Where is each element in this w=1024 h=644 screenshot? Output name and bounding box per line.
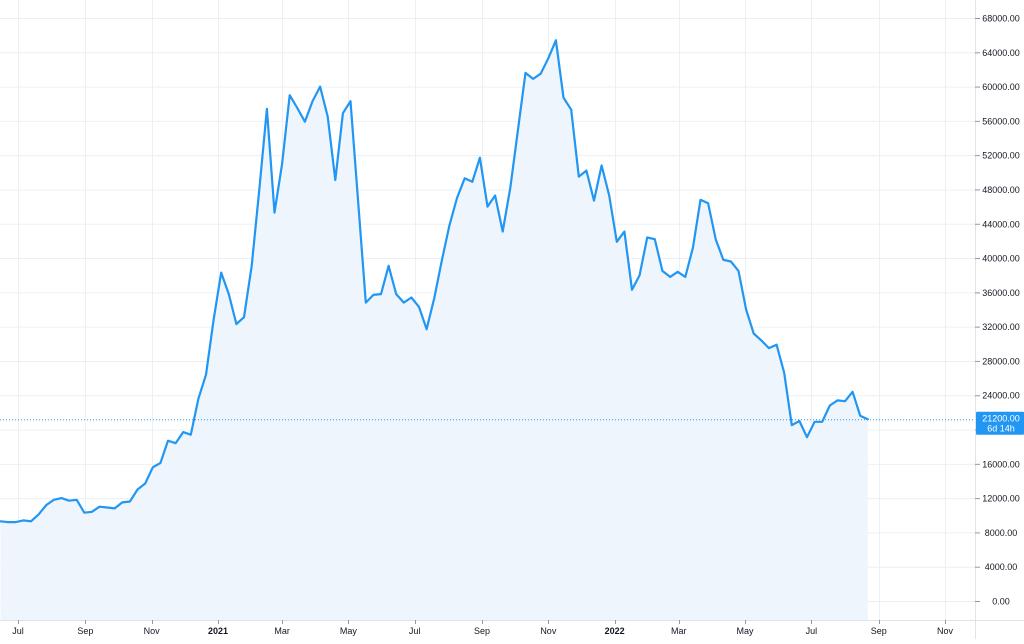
last-price-tag: [976, 411, 1024, 435]
price-tick-label: 44000.00: [982, 219, 1020, 229]
price-tick-label: 48000.00: [982, 185, 1020, 195]
price-tick-label: 0.00: [992, 597, 1010, 607]
price-tick-label: 12000.00: [982, 494, 1020, 504]
price-tick-label: 68000.00: [982, 14, 1020, 24]
series-area: [0, 40, 868, 621]
time-tick-label: Mar: [671, 626, 687, 636]
series-line: [0, 39, 869, 524]
time-tick-label: Jul: [12, 626, 24, 636]
price-tick-label: 32000.00: [982, 322, 1020, 332]
time-tick-label: Mar: [274, 626, 290, 636]
time-tick-label: Nov: [540, 626, 557, 636]
time-tick-label: Jul: [409, 626, 421, 636]
price-tick-label: 4000.00: [985, 562, 1018, 572]
price-tick-label: 8000.00: [985, 528, 1018, 538]
time-tick-label: 2021: [208, 626, 228, 636]
price-tick-label: 40000.00: [982, 254, 1020, 264]
time-tick-label: 2022: [605, 626, 625, 636]
time-tick-label: Jul: [806, 626, 818, 636]
time-tick-label: Nov: [144, 626, 161, 636]
price-tick-label: 64000.00: [982, 48, 1020, 58]
price-tick-label: 24000.00: [982, 391, 1020, 401]
last-price-label: 21200.00: [982, 414, 1020, 424]
time-tick-label: May: [340, 626, 358, 636]
time-tick-label: Sep: [474, 626, 490, 636]
time-tick-label: Sep: [77, 626, 93, 636]
price-tick-label: 36000.00: [982, 288, 1020, 298]
last-price-countdown: 6d 14h: [987, 424, 1015, 434]
price-tick-label: 28000.00: [982, 356, 1020, 366]
time-tick-label: May: [737, 626, 755, 636]
price-tick-label: 52000.00: [982, 151, 1020, 161]
series-layer: [0, 39, 975, 621]
price-tick-label: 60000.00: [982, 82, 1020, 92]
time-tick-label: Sep: [871, 626, 887, 636]
price-tick-label: 56000.00: [982, 116, 1020, 126]
price-tick-label: 16000.00: [982, 459, 1020, 469]
time-tick-label: Nov: [937, 626, 954, 636]
